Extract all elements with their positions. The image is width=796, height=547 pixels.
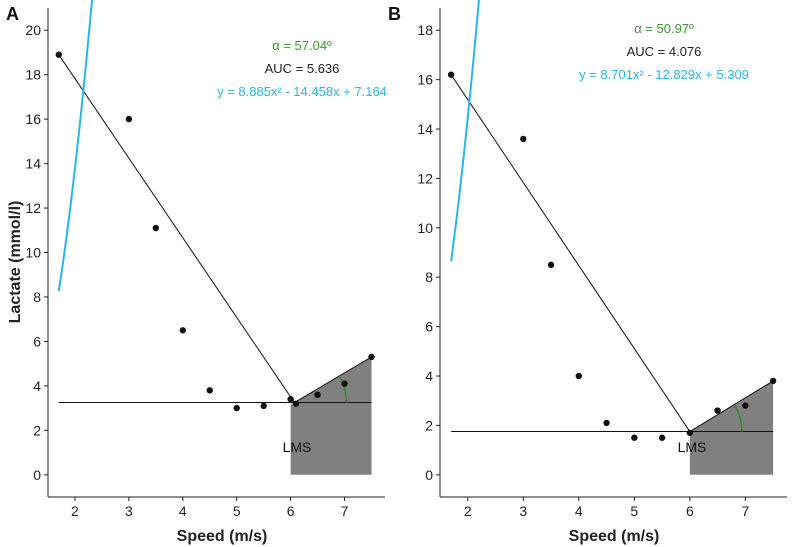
panel-b-data-point (714, 407, 721, 414)
panel-b-y-tick-label: 10 (417, 220, 433, 236)
panel-b-data-point (547, 261, 555, 269)
panel-b-data-point (575, 372, 582, 380)
panel-b: B Speed (m/s) 0 2 4 6 8 10 12 14 16 18 2 3 4 5 6 7 α = … (388, 0, 787, 545)
panel-a-plot-area: 0 2 4 6 8 10 12 14 16 18 20 2 3 4 5 6 7 (25, 0, 385, 519)
panel-a: A Lactate (mmol/l) Speed (m/s) 0 2 4 6 8 10 12… (6, 0, 387, 545)
panel-b-label: B (388, 4, 401, 24)
panel-b-y-tick-label: 0 (425, 467, 433, 483)
panel-b-y-tick-label: 18 (417, 22, 433, 38)
panel-b-data-point (686, 429, 694, 436)
panel-a-y-tick-label: 14 (25, 156, 41, 172)
panel-b-data-point (447, 71, 455, 78)
panel-b-data-point (520, 135, 527, 143)
panel-b-y-tick-label: 14 (417, 121, 433, 137)
panel-a-label: A (6, 4, 19, 24)
panel-a-data-point (233, 404, 240, 412)
panel-a-data-point (260, 402, 267, 410)
panel-a-y-tick-label: 0 (33, 467, 41, 483)
panel-a-data-point (368, 353, 375, 361)
panel-b-data-point (769, 377, 777, 385)
panel-b-x-tick-label: 4 (575, 503, 583, 519)
panel-a-equation-annotation: y = 8.885x² - 14.458x + 7.164 (217, 84, 387, 99)
panel-a-y-tick-label: 4 (33, 378, 41, 394)
panel-b-data-point (742, 402, 749, 409)
panel-b-data-point (658, 434, 666, 441)
panel-a-lms-label: LMS (283, 439, 312, 455)
panel-b-y-tick-label: 12 (417, 170, 433, 186)
panel-a-data-point (55, 51, 62, 58)
panel-b-y-tick-label: 2 (425, 417, 433, 433)
panel-a-y-tick-label: 16 (25, 111, 41, 127)
panel-b-lms-label: LMS (678, 439, 707, 455)
panel-b-plot-area: 0 2 4 6 8 10 12 14 16 18 2 3 4 5 6 7 (417, 0, 787, 519)
panel-a-x-axis-label: Speed (m/s) (177, 528, 268, 545)
panel-b-data-point (631, 434, 638, 441)
panel-a-x-tick-label: 6 (287, 503, 295, 519)
panel-a-y-tick-label: 6 (33, 333, 41, 349)
panel-a-x-tick-label: 2 (71, 503, 79, 519)
panel-b-x-tick-label: 7 (741, 503, 749, 519)
panel-b-x-tick-label: 2 (464, 503, 472, 519)
panel-b-auc-area (689, 380, 774, 475)
panel-b-y-tick-label: 6 (425, 319, 433, 335)
panel-a-auc-area (290, 356, 372, 475)
panel-b-descending-line (450, 74, 691, 432)
panel-a-data-point (206, 387, 213, 394)
panel-a-data-point (287, 396, 294, 403)
panel-b-x-axis-label: Speed (m/s) (569, 528, 660, 545)
panel-b-y-tick-label: 16 (417, 72, 433, 88)
panel-a-x-tick-label: 7 (341, 503, 349, 519)
panel-a-y-tick-label: 20 (25, 22, 41, 38)
panel-a-data-point (341, 380, 348, 387)
panel-b-auc-annotation: AUC = 4.076 (627, 44, 702, 59)
panel-a-x-tick-label: 4 (179, 503, 187, 519)
panel-a-alpha-annotation: α = 57.04º (272, 38, 332, 53)
panel-b-alpha-annotation: α = 50.97º (634, 21, 694, 36)
panel-a-x-tick-label: 5 (233, 503, 241, 519)
panel-a-ascending-line (294, 356, 372, 403)
panel-a-data-point (314, 391, 321, 398)
panel-b-ascending-line (689, 380, 774, 432)
panel-b-y-tick-label: 4 (425, 368, 433, 384)
panel-a-y-tick-label: 12 (25, 200, 41, 216)
panel-b-y-tick-label: 8 (425, 269, 433, 285)
panel-a-y-tick-label: 18 (25, 67, 41, 83)
panel-b-fit-curve (450, 0, 480, 262)
panel-b-angle-arc (733, 404, 743, 432)
panel-b-x-tick-label: 6 (686, 503, 694, 519)
panel-a-y-axis-label: Lactate (mmol/l) (7, 201, 24, 324)
panel-a-data-point (125, 115, 133, 123)
panel-a-x-tick-label: 3 (125, 503, 133, 519)
panel-a-y-tick-label: 2 (33, 422, 41, 438)
panel-b-x-tick-label: 3 (519, 503, 527, 519)
panel-b-x-tick-label: 5 (630, 503, 638, 519)
panel-a-data-point (179, 327, 186, 334)
panel-b-data-point (603, 419, 610, 427)
panel-a-y-tick-label: 10 (25, 245, 41, 261)
panel-a-angle-arc (338, 375, 348, 403)
panel-a-descending-line (58, 54, 295, 403)
panel-a-data-point (152, 224, 160, 232)
panel-b-equation-annotation: y = 8.701x² - 12.829x + 5.309 (579, 67, 749, 82)
panel-a-data-point (292, 400, 300, 407)
panel-a-auc-annotation: AUC = 5.636 (265, 61, 340, 76)
panel-a-y-tick-label: 8 (33, 289, 41, 305)
